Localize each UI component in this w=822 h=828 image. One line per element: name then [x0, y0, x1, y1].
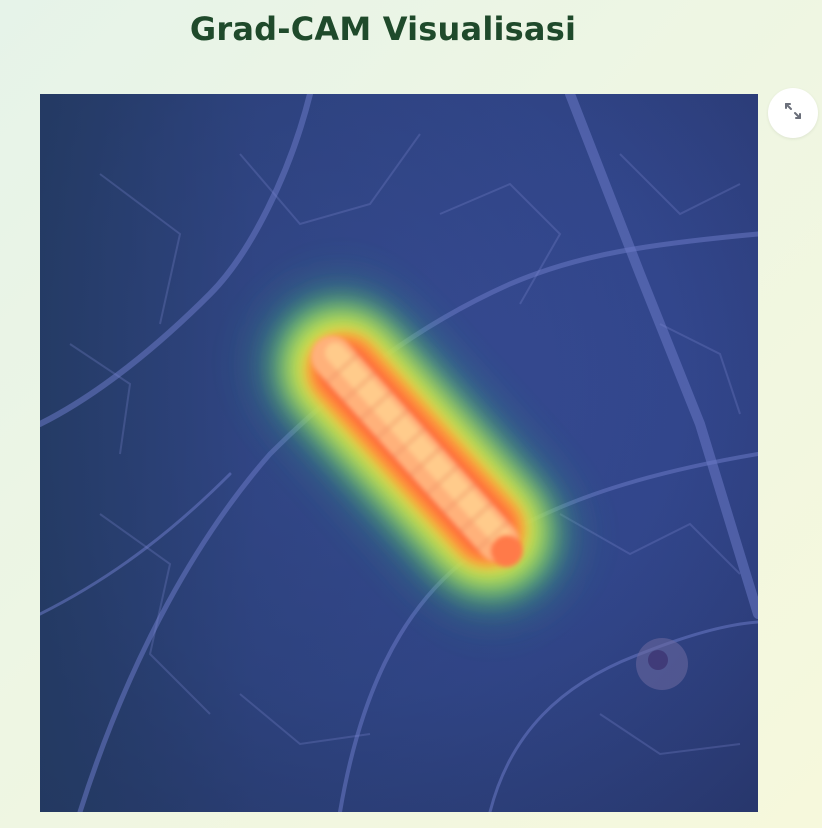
- page-title: Grad-CAM Visualisasi: [189, 10, 577, 48]
- gradcam-image: [40, 94, 758, 812]
- expand-icon: [782, 100, 804, 126]
- fullscreen-button[interactable]: [768, 88, 818, 138]
